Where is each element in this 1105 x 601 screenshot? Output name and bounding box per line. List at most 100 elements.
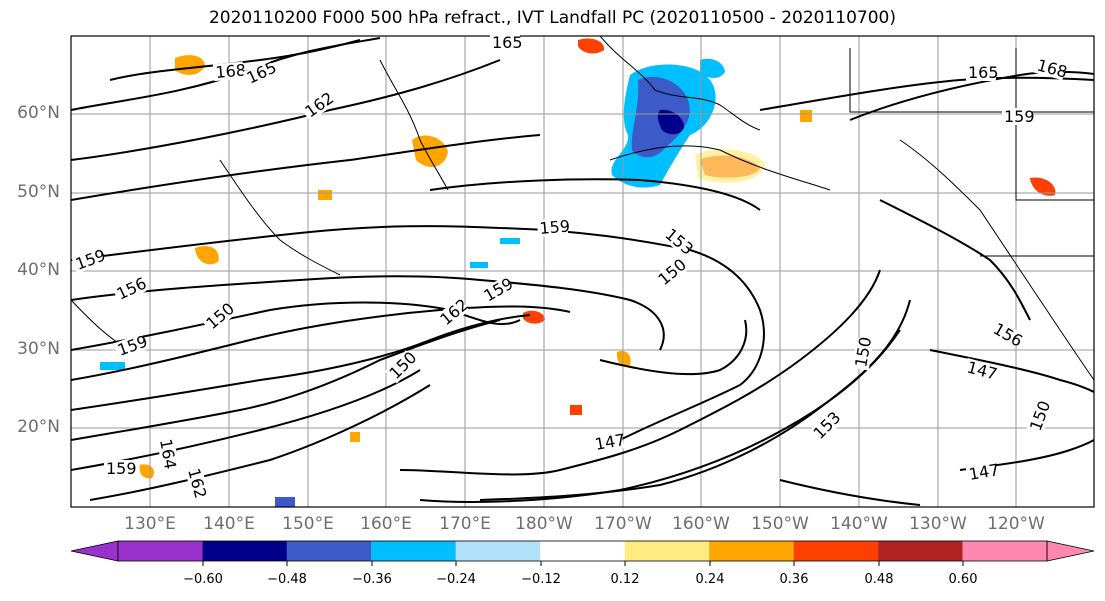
contour-label-backdrop xyxy=(966,64,996,81)
colorbar-extend-high xyxy=(1046,540,1095,562)
contour-label: 159 xyxy=(106,459,137,478)
positive-anomaly-gulf-halo xyxy=(695,149,765,183)
colorbar-tick-label: −0.48 xyxy=(267,572,307,587)
contour-label: 168 xyxy=(215,60,247,82)
colorbar-segment xyxy=(540,541,625,561)
colorbar-extend-low xyxy=(70,540,119,562)
colorbar-tick-label: −0.36 xyxy=(352,572,392,587)
positive-anomaly-dot-d xyxy=(800,110,812,122)
contour-label-backdrop xyxy=(184,464,209,498)
coastlines xyxy=(71,36,1094,381)
contour-label-backdrop xyxy=(479,275,514,306)
contour-label-backdrop xyxy=(1002,108,1032,125)
positive-anomaly-west xyxy=(195,245,219,265)
colorbar-tick-label: 0.48 xyxy=(864,572,894,587)
positive-anomaly-dot-a xyxy=(318,190,332,200)
longitude-label: 150°W xyxy=(751,514,809,534)
latitude-label: 60°N xyxy=(17,103,60,123)
contour-label: 159 xyxy=(73,245,108,273)
contour-label-backdrop xyxy=(242,59,277,88)
contour-label: 147 xyxy=(967,460,1000,484)
latitude-label: 50°N xyxy=(17,182,60,202)
colorbar-tick-label: −0.60 xyxy=(183,572,223,587)
colorbar xyxy=(70,540,1095,566)
contour-label: 156 xyxy=(114,273,150,303)
contour-label: 159 xyxy=(539,216,571,238)
contour-label-backdrop xyxy=(300,90,335,122)
positive-anomaly-pacific-north xyxy=(175,55,205,75)
positive-anomaly-dot-c xyxy=(570,405,582,415)
positive-anomaly-dot-b xyxy=(350,432,360,442)
colorbar-tick-label: −0.24 xyxy=(436,572,476,587)
positive-anomaly-center xyxy=(523,310,545,324)
contour-label: 147 xyxy=(965,358,999,384)
contour-label: 162 xyxy=(184,466,210,500)
map-frame xyxy=(70,35,1095,508)
contour-label-backdrop xyxy=(1033,55,1067,81)
contour-label: 165 xyxy=(968,63,999,82)
contour-label-backdrop xyxy=(113,333,148,360)
colorbar-segment xyxy=(709,541,794,561)
negative-anomaly-deep xyxy=(657,109,685,135)
negative-anomaly-dot-b xyxy=(470,262,488,268)
map-title: 2020110200 F000 500 hPa refract., IVT La… xyxy=(208,8,896,28)
positive-anomaly-sw xyxy=(139,464,155,479)
longitude-label: 130°E xyxy=(124,514,176,534)
negative-anomaly-dot-d xyxy=(100,362,125,370)
contour-label-backdrop xyxy=(71,247,106,274)
negative-anomaly-dot-c xyxy=(275,497,295,507)
colorbar-tick-label: 0.36 xyxy=(779,572,809,587)
longitude-label: 170°W xyxy=(594,514,652,534)
longitude-label: 180°W xyxy=(515,514,573,534)
contour-label-backdrop xyxy=(112,275,147,304)
colorbar-tick-label: 0.24 xyxy=(695,572,725,587)
latitude-label: 20°N xyxy=(17,417,60,437)
colorbar-segment xyxy=(455,541,541,561)
longitude-label: 160°E xyxy=(360,514,412,534)
contour-label-backdrop xyxy=(660,223,695,257)
longitude-label: 140°E xyxy=(203,514,255,534)
contour-label-backdrop xyxy=(851,337,874,371)
negative-anomaly-light-edge xyxy=(700,58,725,78)
colorbar-tick-label: 0.60 xyxy=(948,572,978,587)
negative-anomaly-dot-a xyxy=(500,238,520,244)
contour-label-backdrop xyxy=(591,431,625,454)
colorbar-segment xyxy=(793,541,879,561)
colorbar-segment xyxy=(878,541,963,561)
contour-label-backdrop xyxy=(490,34,520,51)
colorbar-segment xyxy=(286,541,372,561)
positive-anomaly-aleut xyxy=(578,38,605,54)
shading-layer xyxy=(100,38,1056,507)
colorbar-segment xyxy=(624,541,710,561)
positive-anomaly-kamchatka xyxy=(412,135,448,167)
contour-label: 159 xyxy=(1004,107,1035,126)
longitude-label: 130°W xyxy=(909,514,967,534)
latitude-label: 30°N xyxy=(17,339,60,359)
positive-anomaly-subtrop xyxy=(616,350,631,367)
contour-label-backdrop xyxy=(1026,400,1053,435)
contour-label: 165 xyxy=(492,33,523,52)
contour-label-backdrop xyxy=(808,410,842,444)
contour-label-backdrop xyxy=(536,217,569,238)
colorbar-frame xyxy=(117,540,1048,562)
contour-label-backdrop xyxy=(201,301,236,334)
longitude-label: 120°W xyxy=(987,514,1045,534)
gridlines xyxy=(71,36,1094,507)
contour-label-backdrop xyxy=(988,318,1024,349)
colorbar-segment xyxy=(371,541,456,561)
contour-label: 147 xyxy=(593,430,626,454)
contour-label-backdrop xyxy=(963,357,997,383)
contour-label-backdrop xyxy=(965,461,999,484)
colorbar-segment xyxy=(118,541,203,561)
positive-anomaly-coast xyxy=(1030,177,1056,196)
longitude-label: 170°E xyxy=(439,514,491,534)
contour-layer xyxy=(71,37,1094,506)
contour-label: 164 xyxy=(156,437,180,470)
colorbar-segment xyxy=(202,541,287,561)
longitude-label: 140°W xyxy=(830,514,888,534)
contour-label-backdrop xyxy=(653,257,688,290)
contour-label: 159 xyxy=(115,331,150,359)
contour-label-backdrop xyxy=(212,61,245,82)
